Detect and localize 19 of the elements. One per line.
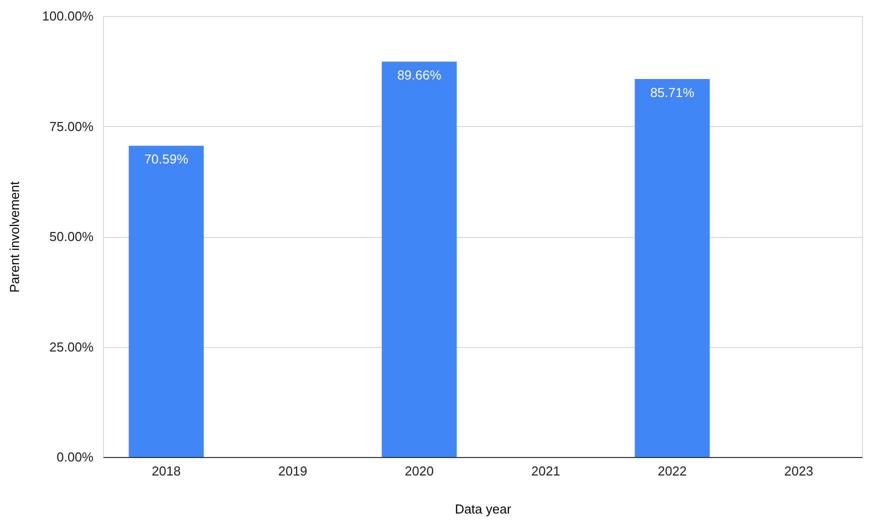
x-tick-label: 2018	[152, 464, 181, 478]
y-tick-label: 100.00%	[42, 8, 94, 24]
bar	[634, 79, 710, 457]
bar	[382, 62, 457, 457]
x-tick-label: 2021	[531, 464, 560, 478]
x-tick-label: 2020	[404, 464, 434, 478]
y-tick-label: 75.00%	[49, 118, 94, 134]
x-tick-label: 2023	[784, 464, 814, 478]
y-tick-label: 0.00%	[56, 450, 94, 464]
x-axis-title: Data year	[454, 502, 512, 516]
bar	[128, 146, 204, 457]
x-tick-label: 2022	[658, 464, 687, 478]
x-tick-label: 2019	[278, 464, 308, 478]
data-label: 85.71%	[650, 85, 695, 100]
y-tick-label: 50.00%	[49, 229, 94, 244]
data-label: 70.59%	[144, 152, 189, 167]
y-tick-label: 25.00%	[49, 339, 94, 354]
data-label: 89.66%	[397, 68, 442, 83]
y-axis-title: Parent involvement	[7, 180, 22, 293]
